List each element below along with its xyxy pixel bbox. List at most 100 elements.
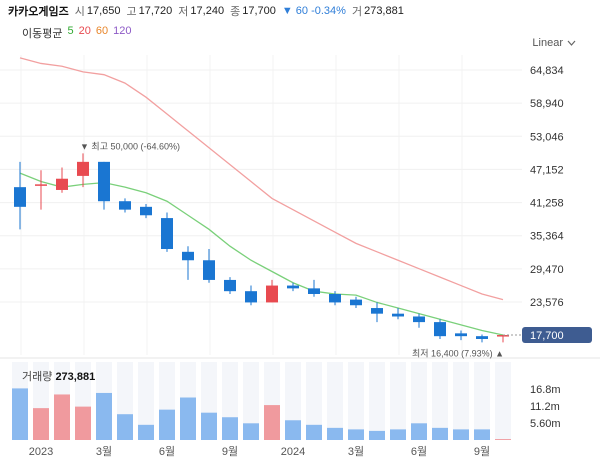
volume-bg (348, 362, 364, 440)
scale-label: Linear (532, 37, 563, 49)
price-tick-label: 53,046 (530, 131, 564, 143)
volume-bar (306, 424, 322, 440)
volume-tick-label: 5.60m (530, 418, 561, 430)
x-tick-label: 6월 (411, 445, 427, 458)
volume-panel-title: 거래량 (22, 371, 53, 383)
candle-body (287, 285, 299, 289)
volume-bar (285, 420, 301, 440)
price-tick-label: 35,364 (530, 231, 564, 243)
ma-60[interactable]: 60 (95, 25, 109, 37)
volume-bar (474, 429, 490, 440)
price-tick-label: 41,258 (530, 198, 564, 210)
candle-body (35, 184, 47, 186)
x-tick-label: 2023 (29, 446, 53, 458)
candle-body (161, 218, 173, 250)
chevron-down-icon (567, 40, 576, 46)
volume-value: 273,881 (364, 5, 404, 17)
low-label: 저 (178, 6, 189, 18)
volume-bg (495, 362, 511, 440)
candle-body (203, 260, 215, 280)
candle-body (77, 161, 89, 176)
candle-body (56, 178, 68, 190)
volume-bar (54, 394, 70, 440)
last-price-value: 17,700 (530, 330, 564, 342)
volume-bg (474, 362, 490, 440)
x-tick-label: 3월 (348, 445, 364, 458)
x-tick-label: 3월 (96, 445, 112, 458)
volume-bar (222, 417, 238, 440)
stock-name: 카카오게임즈 (8, 6, 69, 18)
ma-120[interactable]: 120 (113, 25, 132, 37)
candle-body (224, 279, 236, 292)
candle-body (140, 206, 152, 216)
candle-body (329, 293, 341, 303)
volume-label: 거 (351, 6, 363, 18)
volume-bar (117, 414, 133, 440)
volume-bg (369, 362, 385, 440)
close-label: 종 (230, 6, 241, 18)
ma60-line (19, 57, 504, 301)
candle-body (476, 336, 488, 339)
volume-bg (243, 362, 259, 440)
volume-bg (432, 362, 448, 440)
ma-5[interactable]: 5 (67, 25, 74, 37)
volume-bar (201, 412, 217, 440)
volume-panel-value: 273,881 (55, 371, 96, 383)
x-tick-label: 6월 (159, 445, 175, 458)
candle-body (266, 285, 278, 303)
volume-tick-label: 16.8m (530, 384, 561, 396)
volume-bar (75, 406, 91, 440)
candle-body (350, 299, 362, 306)
min-price-label: 최저 16,400 (7.93%) ▲ (412, 348, 504, 358)
price-tick-label: 64,834 (530, 65, 564, 77)
candle-body (245, 291, 257, 303)
scale-selector[interactable]: Linear (532, 37, 576, 49)
volume-tick-label: 11.2m (530, 401, 560, 413)
low-value: 17,240 (190, 5, 225, 17)
open-label: 시 (74, 6, 85, 18)
candle-body (392, 313, 404, 317)
volume-bar (327, 427, 343, 440)
close-value: 17,700 (242, 5, 276, 17)
volume-bar (180, 397, 196, 440)
volume-bar (369, 430, 385, 440)
volume-bar (159, 409, 175, 440)
price-tick-label: 58,940 (530, 98, 564, 110)
volume-bg (138, 362, 154, 440)
volume-bg (390, 362, 406, 440)
volume-bg (327, 362, 343, 440)
candle-body (371, 308, 383, 314)
price-tick-label: 23,576 (530, 297, 564, 309)
volume-bar (411, 423, 427, 440)
candle-body (434, 322, 446, 337)
max-price-label: ▼ 최고 50,000 (-64.60%) (80, 141, 180, 151)
volume-bar (432, 427, 448, 440)
x-tick-label: 2024 (281, 446, 305, 458)
volume-bg (306, 362, 322, 440)
volume-bar (453, 429, 469, 440)
volume-bar (495, 439, 511, 440)
volume-bar (390, 429, 406, 440)
volume-bar (138, 424, 154, 440)
volume-bar (33, 408, 49, 440)
x-tick-label: 9월 (474, 445, 490, 458)
volume-bg (453, 362, 469, 440)
high-label: 고 (126, 6, 137, 18)
ma-20[interactable]: 20 (78, 25, 91, 37)
x-tick-label: 9월 (222, 445, 238, 458)
price-header: 카카오게임즈 시 17,650 고 17,720 저 17,240 종 17,7… (8, 3, 410, 19)
high-value: 17,720 (138, 5, 173, 17)
ma20-line (19, 172, 504, 336)
volume-panel-label: 거래량 273,881 (22, 368, 95, 384)
moving-average-legend[interactable]: 이동평균 5 20 60 120 (22, 25, 131, 41)
volume-bg (411, 362, 427, 440)
volume-bar (96, 392, 112, 440)
change-value: ▼ 60 -0.34% (281, 5, 346, 17)
volume-bar (12, 388, 28, 440)
price-tick-label: 29,470 (530, 264, 564, 276)
volume-bar (264, 405, 280, 440)
ma-legend-label: 이동평균 (22, 28, 63, 40)
candle-body (497, 335, 509, 337)
candle-body (14, 187, 26, 207)
